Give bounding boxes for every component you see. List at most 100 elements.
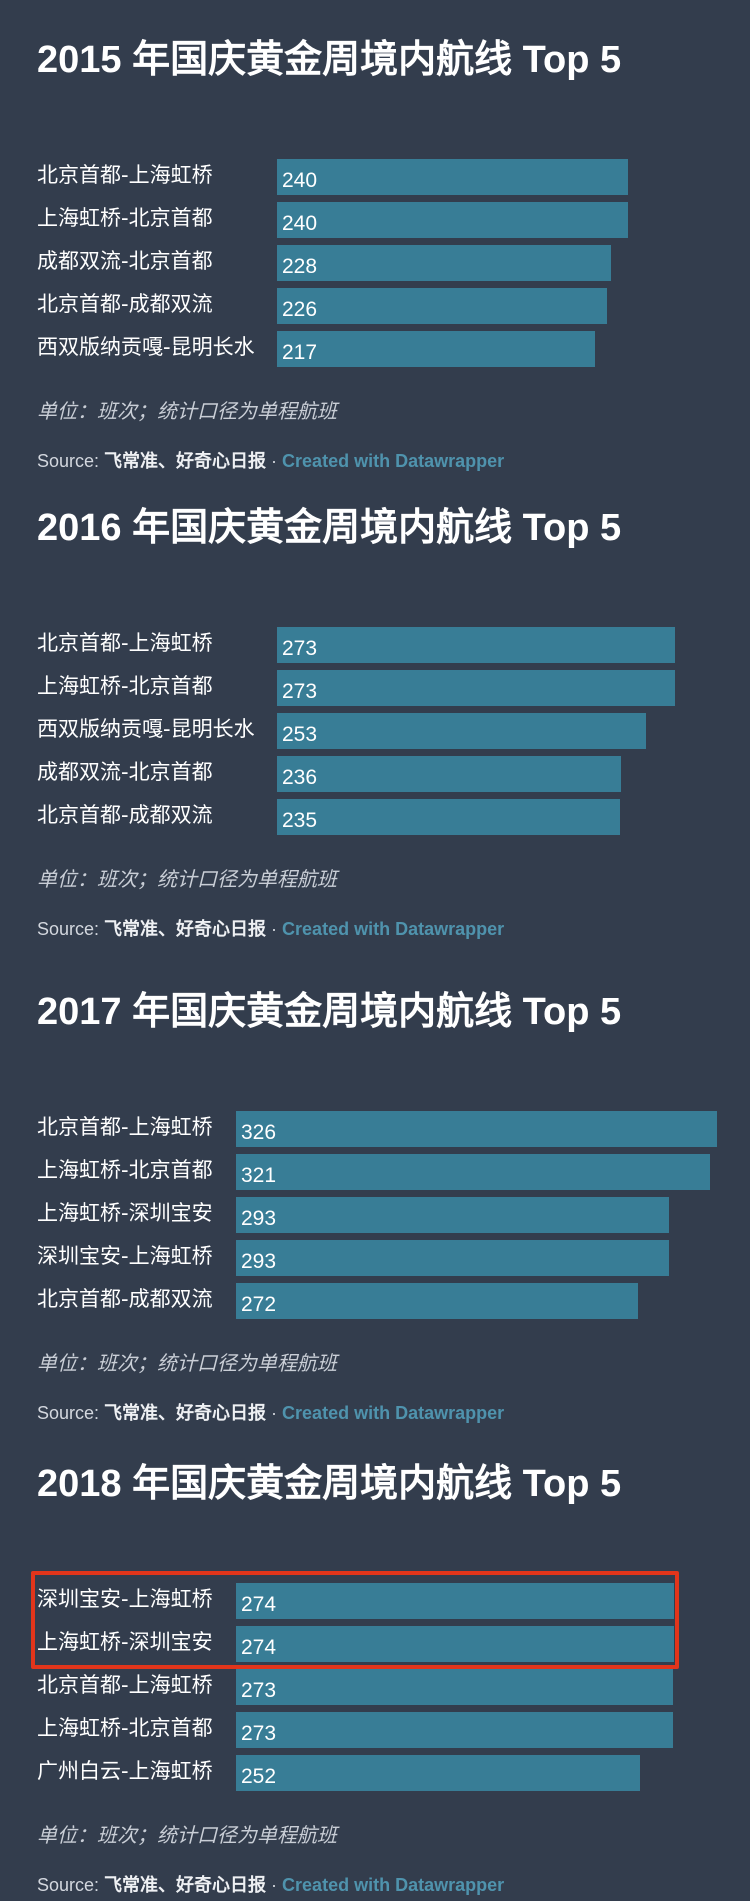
bar-row: 深圳宝安-上海虹桥 274 [0,1583,750,1619]
bar: 240 [277,159,628,195]
bar-row: 成都双流-北京首都 236 [0,756,750,792]
source-line: Source: 飞常准、好奇心日报 · Created with Datawra… [37,915,504,941]
bar-row: 北京首都-成都双流 235 [0,799,750,835]
bar: 273 [277,627,675,663]
source-line: Source: 飞常准、好奇心日报 · Created with Datawra… [37,447,504,473]
bar-label: 成都双流-北京首都 [37,760,213,784]
bar: 326 [236,1111,717,1147]
bar-label: 上海虹桥-北京首都 [37,206,213,230]
bar-label: 北京首都-上海虹桥 [37,163,213,187]
source-names: 飞常准、好奇心日报 [104,919,267,939]
source-prefix: Source: [37,451,105,471]
bar-value: 240 [282,169,318,192]
bar-row: 西双版纳贡嘎-昆明长水 217 [0,331,750,367]
source-names: 飞常准、好奇心日报 [104,1875,267,1895]
bar-value: 321 [241,1164,277,1187]
source-separator: · [266,1403,283,1423]
bar-value: 273 [241,1722,277,1745]
bar-row: 深圳宝安-上海虹桥 293 [0,1240,750,1276]
bar: 273 [277,670,675,706]
bar-value: 235 [282,809,318,832]
bar-row: 上海虹桥-北京首都 240 [0,202,750,238]
bar-row: 西双版纳贡嘎-昆明长水 253 [0,713,750,749]
source-line: Source: 飞常准、好奇心日报 · Created with Datawra… [37,1399,504,1425]
source-separator: · [266,451,283,471]
bar-value: 272 [241,1293,277,1316]
datawrapper-credit-link[interactable]: Created with Datawrapper [282,919,505,939]
bar: 274 [236,1583,674,1619]
datawrapper-credit-link[interactable]: Created with Datawrapper [282,1403,505,1423]
source-separator: · [266,1875,283,1895]
bar-value: 253 [282,723,318,746]
bar: 274 [236,1626,674,1662]
source-separator: · [266,919,283,939]
bar: 272 [236,1283,638,1319]
bar-row: 北京首都-上海虹桥 326 [0,1111,750,1147]
unit-note: 单位：班次；统计口径为单程航班 [37,1351,337,1375]
chart-title: 2016 年国庆黄金周境内航线 Top 5 [37,507,622,549]
bar-label: 北京首都-上海虹桥 [37,1673,213,1697]
bar: 226 [277,288,607,324]
unit-note: 单位：班次；统计口径为单程航班 [37,1823,337,1847]
source-prefix: Source: [37,919,105,939]
bar-label: 上海虹桥-北京首都 [37,674,213,698]
bar: 273 [236,1712,673,1748]
chart-title: 2017 年国庆黄金周境内航线 Top 5 [37,991,622,1033]
bar-label: 上海虹桥-深圳宝安 [37,1201,213,1225]
chart-title: 2018 年国庆黄金周境内航线 Top 5 [37,1463,622,1505]
source-line: Source: 飞常准、好奇心日报 · Created with Datawra… [37,1871,504,1897]
bar-value: 274 [241,1593,277,1616]
bar-label: 北京首都-上海虹桥 [37,631,213,655]
bar-row: 上海虹桥-北京首都 273 [0,1712,750,1748]
bar-value: 240 [282,212,318,235]
bar-label: 北京首都-成都双流 [37,1287,213,1311]
bar-row: 北京首都-上海虹桥 273 [0,1669,750,1705]
bar-label: 上海虹桥-北京首都 [37,1716,213,1740]
source-names: 飞常准、好奇心日报 [104,451,267,471]
bar-label: 西双版纳贡嘎-昆明长水 [37,335,255,359]
unit-note: 单位：班次；统计口径为单程航班 [37,867,337,891]
bar: 252 [236,1755,640,1791]
bar-value: 273 [241,1679,277,1702]
bar: 235 [277,799,620,835]
datawrapper-credit-link[interactable]: Created with Datawrapper [282,451,505,471]
bar-row: 上海虹桥-深圳宝安 293 [0,1197,750,1233]
bar-row: 上海虹桥-北京首都 273 [0,670,750,706]
bar-label: 上海虹桥-深圳宝安 [37,1630,213,1654]
bar-label: 北京首都-上海虹桥 [37,1115,213,1139]
bar-row: 广州白云-上海虹桥 252 [0,1755,750,1791]
bar-row: 北京首都-上海虹桥 273 [0,627,750,663]
source-names: 飞常准、好奇心日报 [104,1403,267,1423]
source-prefix: Source: [37,1403,105,1423]
bar-label: 广州白云-上海虹桥 [37,1759,213,1783]
bar-label: 成都双流-北京首都 [37,249,213,273]
bar-value: 326 [241,1121,277,1144]
bar-value: 293 [241,1207,277,1230]
bar-row: 上海虹桥-深圳宝安 274 [0,1626,750,1662]
bar-label: 深圳宝安-上海虹桥 [37,1587,213,1611]
bar-value: 273 [282,637,318,660]
bar-row: 北京首都-上海虹桥 240 [0,159,750,195]
bar-label: 西双版纳贡嘎-昆明长水 [37,717,255,741]
bar-row: 上海虹桥-北京首都 321 [0,1154,750,1190]
bar-value: 226 [282,298,318,321]
unit-note: 单位：班次；统计口径为单程航班 [37,399,337,423]
bar: 273 [236,1669,673,1705]
bar-value: 293 [241,1250,277,1273]
bar: 253 [277,713,646,749]
datawrapper-credit-link[interactable]: Created with Datawrapper [282,1875,505,1895]
bar-value: 252 [241,1765,277,1788]
bar-row: 北京首都-成都双流 226 [0,288,750,324]
bar: 228 [277,245,611,281]
bar: 321 [236,1154,710,1190]
bar-row: 北京首都-成都双流 272 [0,1283,750,1319]
bar: 236 [277,756,621,792]
bar-value: 228 [282,255,318,278]
bar-label: 北京首都-成都双流 [37,803,213,827]
bar: 293 [236,1197,669,1233]
bar-value: 217 [282,341,318,364]
source-prefix: Source: [37,1875,105,1895]
bar-label: 北京首都-成都双流 [37,292,213,316]
bar-row: 成都双流-北京首都 228 [0,245,750,281]
bar-value: 273 [282,680,318,703]
